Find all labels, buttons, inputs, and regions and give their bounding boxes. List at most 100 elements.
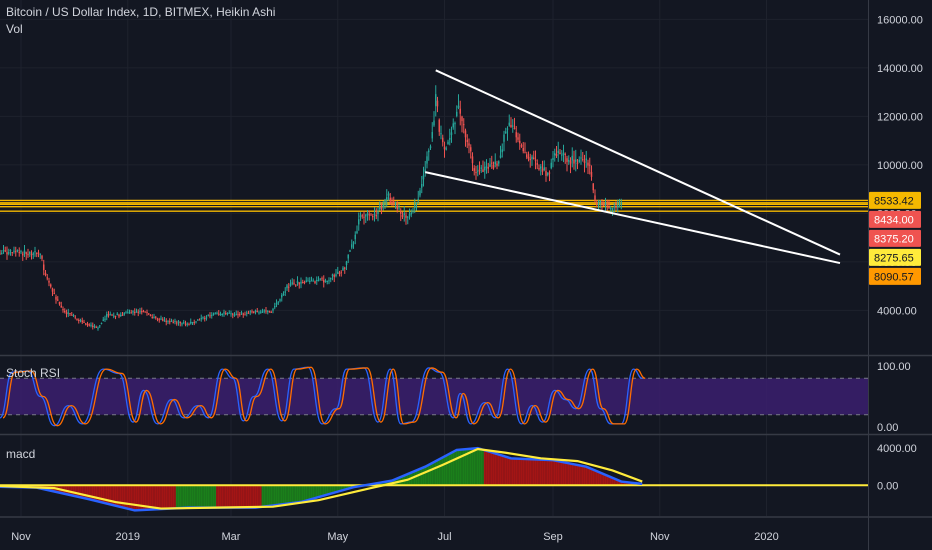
macd-histogram-bar [511,458,514,486]
candle-body [4,250,6,252]
candle-body [232,313,234,315]
candle-body [58,301,61,305]
candle-body [466,139,468,143]
candle-body [132,311,134,313]
candle-body [457,105,460,108]
macd-histogram-bar [277,485,280,505]
macd-histogram-bar [228,485,231,508]
candle-body [167,320,169,322]
candle-body [64,311,66,313]
macd-histogram-bar [305,485,308,501]
macd-histogram-bar [622,481,624,486]
macd-histogram-bar [434,461,437,486]
candle-body [130,312,132,314]
macd-histogram-bar [217,485,220,508]
candle-body [261,311,264,313]
candle-body [223,312,225,314]
macd-histogram-bar [308,485,311,500]
candle-body [198,319,201,321]
x-tick-label: 2020 [754,531,778,543]
candle-body [321,278,323,280]
candle-body [163,320,166,322]
macd-histogram-bar [623,481,626,486]
candle-body [333,275,335,277]
candle-body [286,285,288,289]
candle-body [386,197,388,200]
macd-histogram-bar [496,454,498,486]
macd-histogram-bar [240,485,243,508]
candle-body [249,311,251,313]
macd-histogram-bar [244,485,246,508]
time-axis[interactable]: Nov 2019 Mar May Jul Sep Nov 2020 [11,531,779,543]
candle-body [519,140,521,144]
macd-histogram-bar [485,450,488,486]
candle-body [368,214,370,216]
candle-body [328,280,330,282]
macd-histogram-bar [102,485,105,503]
macd-histogram-bar [91,485,94,501]
candle-body [18,252,20,254]
macd-histogram-bar [585,466,588,486]
candle-body [156,318,159,320]
macd-histogram-bar [242,485,245,508]
candle-body [303,282,306,284]
candle-body [146,312,148,314]
candle-body [260,311,262,313]
candle-body [354,234,356,240]
trendline[interactable] [425,171,841,265]
candle-body [620,202,622,205]
macd-histogram-bar [165,485,168,509]
candle-body [559,152,561,155]
macd-histogram-bar [454,450,456,486]
macd-histogram-bar [443,456,446,486]
candle-body [265,310,267,312]
candle-body [177,321,180,323]
candle-body [438,119,440,132]
candle-body [424,169,426,173]
macd-histogram-bar [615,479,617,486]
candle-body [370,214,372,216]
macd-histogram-bar [109,485,112,505]
macd-histogram-bar [569,463,572,486]
x-tick-label: Mar [222,531,241,543]
macd-histogram-bar [602,474,605,486]
macd-histogram-bar [345,485,348,490]
stoch-rsi-label: Stoch RSI [6,366,61,380]
candle-body [401,214,404,217]
macd-histogram-bar [72,485,75,496]
macd-histogram-bar [317,485,320,498]
macd-histogram-bar [237,485,239,508]
macd-histogram-bar [492,452,495,486]
macd-histogram-bar [186,485,189,508]
candle-body [326,280,328,282]
candle-body [578,159,580,162]
y-tick-label: 16000.00 [877,14,923,26]
candle-body [496,163,498,166]
macd-histogram-bar [331,485,334,494]
candle-body [233,314,236,316]
candle-body [508,122,510,126]
candle-body [86,323,89,325]
candle-body [449,138,451,140]
trendlines[interactable] [425,69,841,265]
trendline[interactable] [435,69,841,256]
macd-histogram-bar [174,485,176,509]
macd-histogram-bar [125,485,127,509]
macd-histogram-bar [116,485,119,507]
macd-histogram-bar [67,485,70,495]
candle-body [195,321,197,323]
candle-body [536,163,538,165]
candle-body [615,206,617,208]
candle-body [461,116,463,122]
candle-body [72,315,75,317]
candle-body [375,215,377,217]
candle-body [601,202,603,204]
candle-body [190,321,192,324]
price-axis[interactable]: 4000.006000.008000.0010000.0012000.00140… [869,14,923,492]
macd-histogram-bar [508,457,511,486]
macd-histogram-bar [322,485,325,496]
macd-histogram-bar [90,485,92,500]
candle-body [452,123,454,128]
